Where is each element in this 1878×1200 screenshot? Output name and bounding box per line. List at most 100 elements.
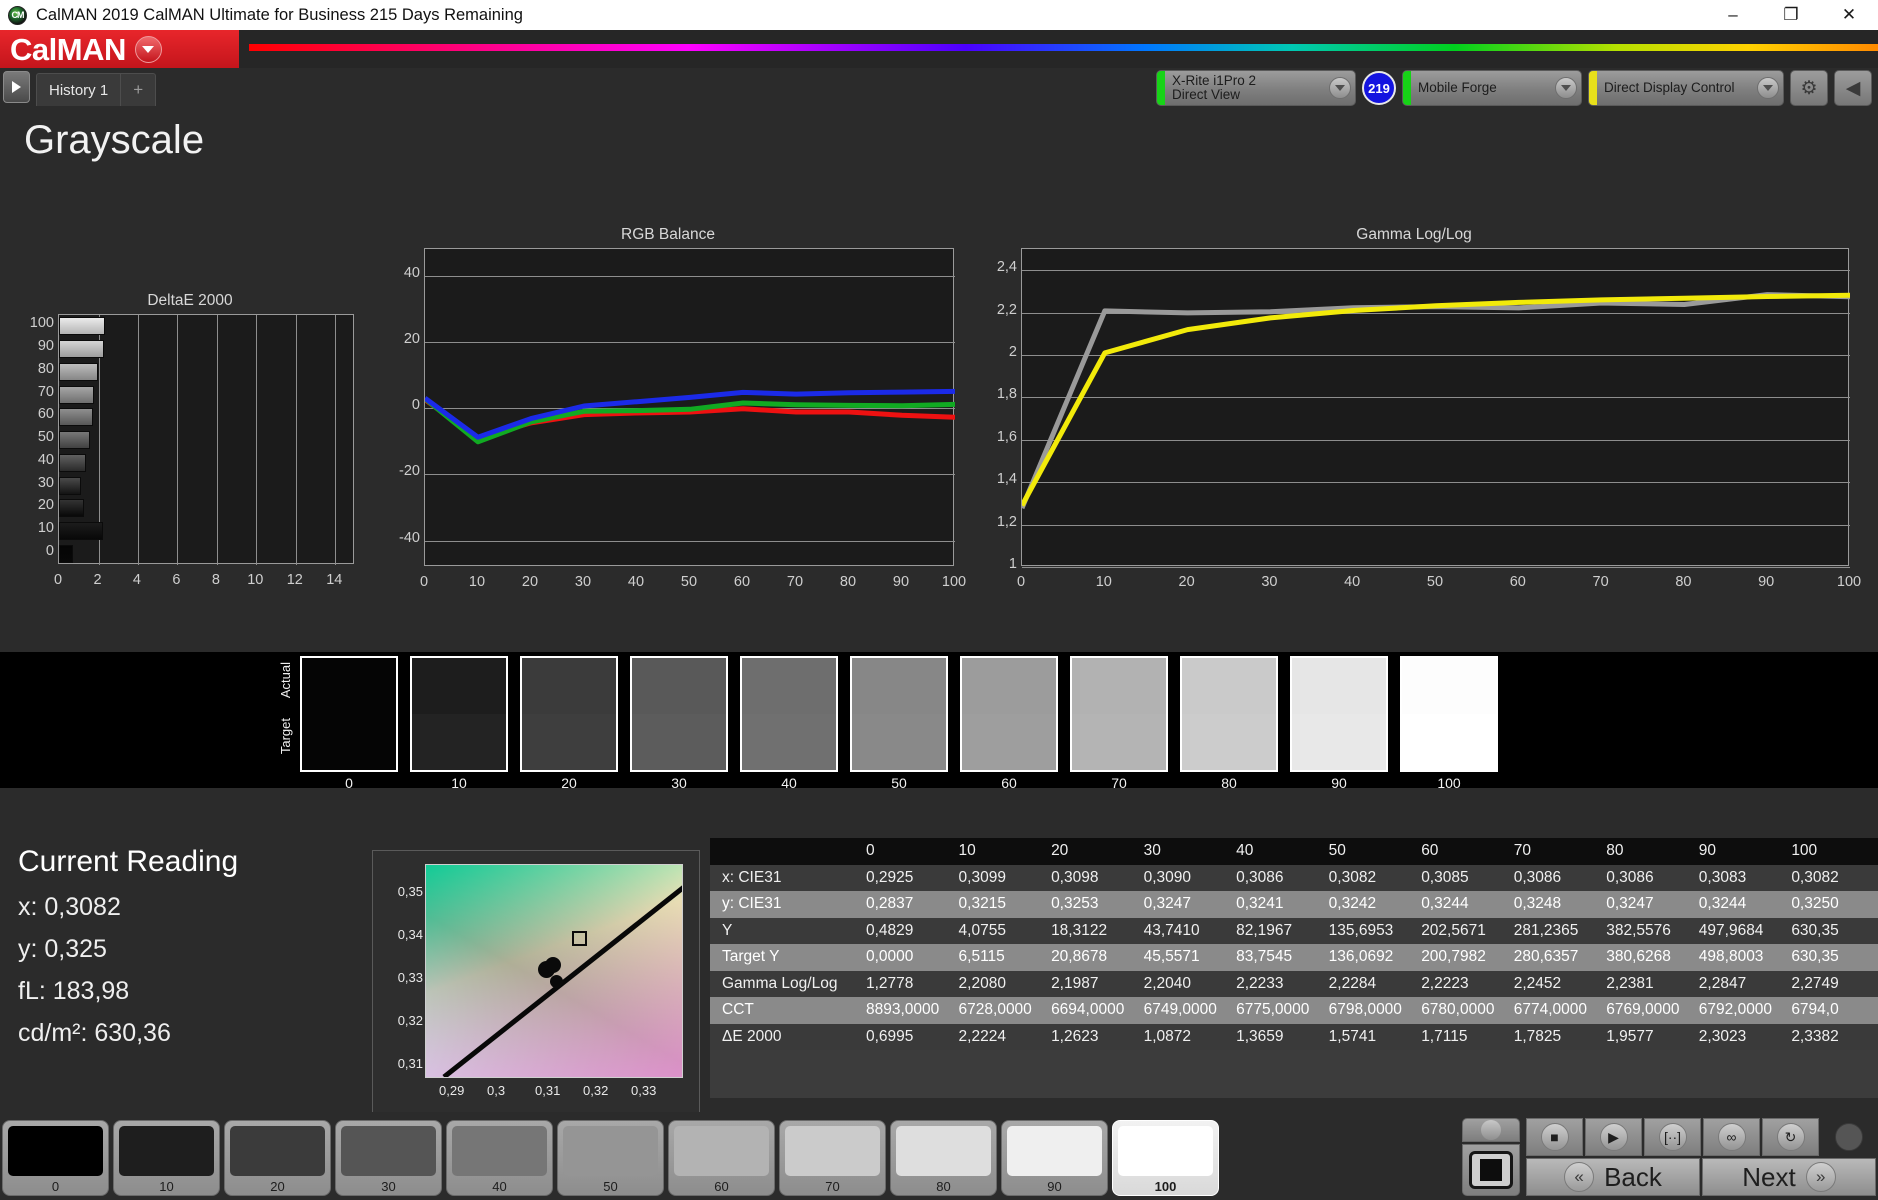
table-column-header: 70 [1507, 838, 1601, 865]
app-logo-icon: CM [8, 5, 27, 25]
meter-mode: Direct View [1172, 87, 1241, 102]
chevron-down-icon[interactable] [134, 35, 162, 63]
table-cell: 2,1987 [1051, 974, 1099, 992]
next-button[interactable]: Next » [1702, 1158, 1876, 1196]
table-row: Y 0,4829 4,0755 18,3122 43,7410 82,1967 135,69… [710, 917, 1878, 944]
series-layer [1022, 292, 1850, 510]
cie-y-tick: 0,33 [397, 970, 423, 985]
gamma-plot-area [1021, 248, 1850, 568]
table-cell: 6798,0000 [1328, 1001, 1402, 1019]
current-reading-panel: Current Reading x: 0,3082 y: 0,325 fL: 1… [18, 845, 298, 1061]
table-cell: 2,3382 [1791, 1027, 1839, 1045]
calman-menu-button[interactable]: CalMAN [0, 30, 239, 68]
table-cell: 4,0755 [958, 921, 1006, 939]
table-cell: 2,2233 [1236, 974, 1284, 992]
deltae-bar [59, 544, 73, 563]
patch-column: 10 [410, 656, 508, 791]
deltae-plot-area [58, 314, 354, 565]
measure-icon[interactable]: [··] [1644, 1118, 1701, 1156]
patch-column: 90 [1290, 656, 1388, 791]
reading-y: y: 0,325 [18, 935, 107, 963]
chevron-down-icon[interactable] [1329, 77, 1351, 99]
table-row: Gamma Log/Log 1,2778 2,2080 2,1987 2,2040 2,2… [710, 970, 1878, 997]
deltae-x-tick: 6 [172, 572, 181, 588]
add-tab-button[interactable]: + [133, 80, 144, 99]
table-header-row: 0 10 20 30 40 50 60 70 80 90 100 [710, 838, 1878, 865]
patch-button-20[interactable]: 20 [224, 1120, 331, 1196]
patch-button-label: 30 [381, 1179, 396, 1194]
cie-y-tick: 0,35 [397, 884, 423, 899]
maximize-button[interactable]: ❐ [1783, 5, 1799, 24]
patch-button-90[interactable]: 90 [1001, 1120, 1108, 1196]
transport-spacer [1821, 1118, 1876, 1156]
meter-selector[interactable]: X-Rite i1Pro 2 Direct View [1156, 70, 1356, 106]
patch-button-30[interactable]: 30 [335, 1120, 442, 1196]
status-badge[interactable]: 219 [1362, 71, 1396, 105]
refresh-icon[interactable]: ↻ [1762, 1118, 1819, 1156]
patch-button-50[interactable]: 50 [557, 1120, 664, 1196]
rainbow-divider [249, 44, 1878, 51]
x-tick: 70 [786, 574, 804, 590]
table-cell: 0,3247 [1606, 895, 1654, 913]
window-titlebar: CM CalMAN 2019 CalMAN Ultimate for Busin… [0, 0, 1878, 30]
gridline [1022, 312, 1850, 314]
x-tick: 50 [1426, 574, 1444, 590]
gear-icon[interactable]: ⚙ [1790, 70, 1828, 106]
current-reading-title: Current Reading [18, 845, 239, 878]
target-point-marker [572, 931, 587, 946]
deltae-y-tick: 10 [37, 519, 54, 536]
reading-cdm2: cd/m²: 630,36 [18, 1019, 171, 1047]
source-selector[interactable]: Mobile Forge [1402, 70, 1582, 106]
cie-chart[interactable]: 0,35 0,34 0,33 0,32 0,31 0,29 0,3 0,31 0,32 0,33 [372, 850, 700, 1120]
chevron-up-icon[interactable] [1462, 1118, 1520, 1142]
tab-history-1[interactable]: History 1 [37, 74, 122, 106]
table-cell: 1,2778 [866, 974, 914, 992]
patch-label: 10 [451, 775, 467, 791]
nav-forward-button[interactable] [3, 71, 30, 103]
patch-button-0[interactable]: 0 [2, 1120, 109, 1196]
close-button[interactable]: ✕ [1841, 5, 1857, 24]
patch-swatch [740, 656, 838, 772]
cie-x-tick: 0,32 [583, 1083, 609, 1098]
table-cell: 2,2452 [1513, 974, 1562, 992]
patch-button-10[interactable]: 10 [113, 1120, 220, 1196]
table-cell: 497,9684 [1698, 921, 1764, 939]
patch-button-100[interactable]: 100 [1112, 1120, 1219, 1196]
cie-x-tick: 0,33 [631, 1083, 657, 1098]
continuous-icon[interactable]: ∞ [1703, 1118, 1760, 1156]
stop-icon[interactable]: ■ [1526, 1118, 1583, 1156]
table-cell: 0,3244 [1698, 895, 1747, 913]
patch-column: 70 [1070, 656, 1168, 791]
table-column-header: 30 [1137, 838, 1231, 865]
table-cell: 45,5571 [1143, 948, 1200, 966]
table-cell: 0,3086 [1236, 868, 1284, 886]
stop-square-icon[interactable] [1462, 1144, 1520, 1196]
play-icon[interactable]: ▶ [1585, 1118, 1642, 1156]
patch-button-60[interactable]: 60 [668, 1120, 775, 1196]
table-cell: 0,3253 [1051, 895, 1099, 913]
patch-button-70[interactable]: 70 [779, 1120, 886, 1196]
gridline [177, 315, 179, 565]
chevron-left-icon[interactable]: ◀ [1834, 70, 1872, 106]
minimize-button[interactable]: – [1728, 5, 1738, 24]
patch-button-40[interactable]: 40 [446, 1120, 553, 1196]
chevron-down-icon[interactable] [1555, 77, 1577, 99]
y-tick: 40 [403, 264, 420, 281]
patch-button-80[interactable]: 80 [890, 1120, 997, 1196]
chevron-down-icon[interactable] [1757, 77, 1779, 99]
brand-label: CalMAN [10, 31, 126, 67]
patch-swatch [630, 656, 728, 772]
gridline [1022, 270, 1850, 272]
gridline [1022, 397, 1850, 399]
deltae-bar [59, 408, 93, 427]
patch-column: 40 [740, 656, 838, 791]
window-controls: – ❐ ✕ [1704, 0, 1878, 30]
table-cell: 2,2284 [1328, 974, 1377, 992]
table-cell: 0,3244 [1421, 895, 1469, 913]
series-measured [1022, 292, 1850, 510]
deltae-y-tick: 80 [37, 360, 54, 377]
patch-label: 100 [1437, 775, 1461, 791]
table-cell: 2,2223 [1421, 974, 1469, 992]
back-button[interactable]: « Back [1526, 1158, 1700, 1196]
display-control-selector[interactable]: Direct Display Control [1588, 70, 1784, 106]
